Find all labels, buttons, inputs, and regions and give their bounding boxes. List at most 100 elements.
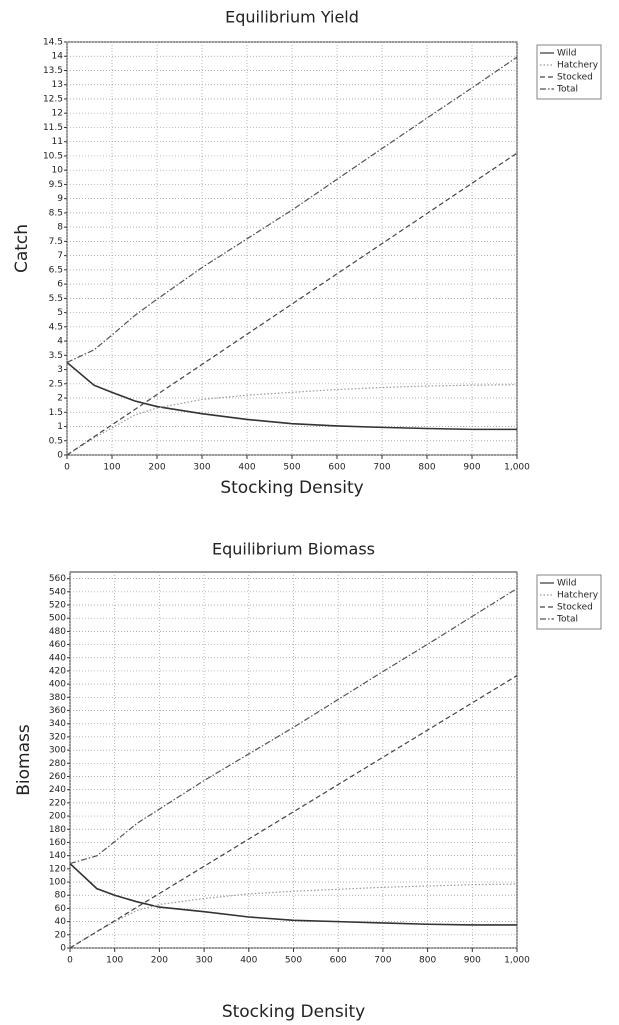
y-tick-label: 3.5: [49, 351, 63, 361]
y-tick-label: 200: [49, 812, 66, 822]
y-tick-label: 140: [49, 851, 66, 861]
x-tick-label: 200: [151, 956, 168, 966]
y-tick-label: 6: [57, 280, 63, 290]
y-tick-label: 240: [49, 785, 66, 795]
data-line: [69, 883, 518, 949]
chart: 0 20 40 60 80 100 120 140 160 180 200 220 240 260 280 3…: [14, 540, 602, 1022]
x-axis-label: Stocking Density: [220, 478, 363, 498]
y-tick-label: 20: [55, 930, 67, 940]
y-tick-label: 80: [55, 891, 67, 901]
legend-label: Stocked: [557, 73, 593, 83]
legend-label: Wild: [557, 49, 576, 59]
y-tick-label: 520: [49, 600, 66, 610]
y-tick-label: 7: [57, 251, 63, 261]
y-tick-label: 0: [57, 451, 63, 461]
data-line: [66, 384, 518, 456]
y-axis-label: Biomass: [14, 724, 34, 796]
y-tick-label: 5.5: [49, 294, 63, 304]
y-tick-label: 8.5: [49, 208, 63, 218]
y-tick-label: 180: [49, 825, 66, 835]
x-tick-label: 700: [374, 956, 391, 966]
y-tick-label: 7.5: [49, 237, 63, 247]
y-tick-label: 360: [49, 706, 66, 716]
x-axis-label: Stocking Density: [222, 1002, 365, 1022]
legend-label: Stocked: [557, 603, 593, 613]
legend-box: [536, 574, 602, 630]
x-tick-label: 800: [418, 463, 435, 473]
x-tick-label: 1,000: [504, 956, 530, 966]
data-line: [66, 56, 518, 363]
y-tick-label: 5: [57, 308, 63, 318]
y-tick-label: 160: [49, 838, 66, 848]
y-tick-label: 40: [55, 917, 67, 927]
y-tick-label: 0: [60, 944, 66, 954]
y-tick-label: 9: [57, 194, 63, 204]
data-line: [66, 152, 518, 456]
x-tick-label: 100: [106, 956, 123, 966]
y-tick-label: 13.5: [43, 66, 63, 76]
x-tick-label: 700: [373, 463, 390, 473]
legend: Wild Hatchery Stocked Total: [536, 44, 602, 100]
y-tick-label: 12.5: [43, 94, 63, 104]
y-tick-label: 11.5: [43, 123, 63, 133]
legend-label: Total: [556, 615, 578, 625]
y-tick-label: 260: [49, 772, 66, 782]
y-tick-label: 0.5: [49, 436, 63, 446]
y-tick-label: 560: [49, 574, 66, 584]
chart-title: Equilibrium Biomass: [212, 540, 375, 559]
y-tick-label: 1: [57, 422, 63, 432]
y-tick-label: 60: [55, 904, 67, 914]
y-tick-label: 120: [49, 864, 66, 874]
x-tick-label: 0: [67, 956, 73, 966]
y-tick-label: 13: [52, 80, 63, 90]
x-tick-label: 300: [196, 956, 213, 966]
x-tick-label: 400: [238, 463, 255, 473]
y-tick-label: 380: [49, 693, 66, 703]
x-tick-label: 200: [148, 463, 165, 473]
y-axis-label: Catch: [12, 224, 32, 273]
y-tick-label: 320: [49, 732, 66, 742]
x-tick-label: 400: [240, 956, 257, 966]
x-tick-label: 500: [285, 956, 302, 966]
y-tick-label: 420: [49, 666, 66, 676]
y-tick-label: 400: [49, 680, 66, 690]
x-tick-label: 500: [283, 463, 300, 473]
legend: Wild Hatchery Stocked Total: [536, 574, 602, 630]
x-tick-label: 600: [328, 463, 345, 473]
legend-label: Hatchery: [557, 591, 599, 601]
y-tick-label: 440: [49, 653, 66, 663]
y-tick-label: 3: [57, 365, 63, 375]
x-tick-label: 1,000: [504, 463, 530, 473]
x-tick-label: 300: [193, 463, 210, 473]
x-tick-label: 800: [419, 956, 436, 966]
data-line: [69, 675, 518, 949]
y-tick-label: 220: [49, 798, 66, 808]
x-tick-label: 600: [330, 956, 347, 966]
y-tick-label: 500: [49, 614, 66, 624]
legend-label: Total: [556, 85, 578, 95]
y-tick-label: 2: [57, 394, 63, 404]
y-tick-label: 8: [57, 223, 63, 233]
legend-box: [536, 44, 602, 100]
y-tick-label: 460: [49, 640, 66, 650]
x-tick-label: 900: [464, 956, 481, 966]
x-tick-label: 900: [463, 463, 480, 473]
y-tick-label: 4: [57, 337, 63, 347]
chart-title: Equilibrium Yield: [225, 8, 359, 27]
legend-label: Hatchery: [557, 61, 599, 71]
y-tick-label: 100: [49, 878, 66, 888]
y-tick-label: 340: [49, 719, 66, 729]
legend-label: Wild: [557, 579, 576, 589]
y-tick-label: 14.5: [43, 38, 63, 48]
y-tick-label: 540: [49, 587, 66, 597]
y-tick-label: 480: [49, 627, 66, 637]
y-tick-label: 10: [52, 166, 64, 176]
x-tick-label: 0: [64, 463, 70, 473]
y-tick-label: 12: [52, 109, 63, 119]
chart: 00.511.522.533.544.555.566.577.588.599.5…: [12, 8, 602, 498]
y-tick-label: 1.5: [49, 408, 63, 418]
y-tick-label: 11: [52, 137, 63, 147]
y-tick-label: 300: [49, 746, 66, 756]
x-tick-label: 100: [103, 463, 120, 473]
